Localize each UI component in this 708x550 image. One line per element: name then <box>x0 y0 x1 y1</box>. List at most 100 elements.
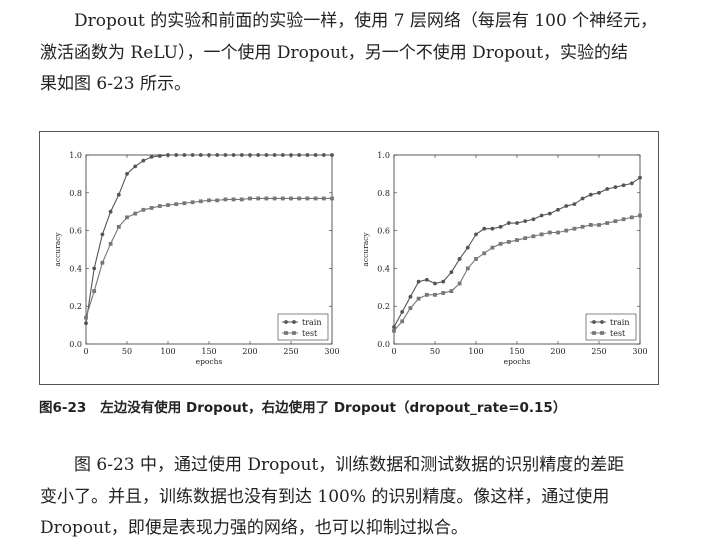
data-point-test <box>564 228 569 233</box>
data-point-train <box>392 325 396 329</box>
x-tick-label: 200 <box>550 347 565 356</box>
x-axis-label: epochs <box>504 357 531 366</box>
data-point-test <box>157 204 162 208</box>
data-point-test <box>207 198 211 203</box>
legend-marker-train <box>600 320 604 324</box>
data-point-train <box>264 153 269 157</box>
data-point-train <box>441 279 446 284</box>
data-point-train <box>198 153 203 157</box>
data-point-train <box>190 153 195 157</box>
y-tick-label: 0.6 <box>69 227 82 236</box>
data-point-test <box>84 315 88 320</box>
data-point-test <box>392 328 396 333</box>
x-tick-label: 200 <box>242 347 257 356</box>
data-point-train <box>621 183 626 188</box>
data-point-test <box>580 224 585 229</box>
data-point-train <box>223 153 228 157</box>
data-point-train <box>564 204 569 208</box>
data-point-test <box>305 196 310 201</box>
data-point-train <box>108 209 113 214</box>
data-point-test <box>498 241 503 246</box>
data-point-test <box>424 292 429 297</box>
x-tick-label: 150 <box>509 347 524 356</box>
data-point-train <box>474 232 478 237</box>
y-tick-label: 0.8 <box>69 189 82 198</box>
data-point-test <box>100 260 105 265</box>
legend-marker-test <box>284 331 288 335</box>
y-axis-label: accuracy <box>361 232 370 267</box>
data-point-test <box>531 234 536 239</box>
y-tick-label: 0.0 <box>69 340 82 349</box>
data-point-train <box>84 321 88 326</box>
legend-marker-train <box>292 320 296 324</box>
data-point-train <box>597 190 601 195</box>
data-point-test <box>433 292 437 297</box>
data-point-test <box>223 197 228 202</box>
data-point-train <box>539 213 544 218</box>
series-line-train <box>85 154 332 324</box>
chart-without-dropout: 0 50 100 150 200 250 300 0.0 0.2 0.4 0.6 0.8 1.0 epoc… <box>53 151 340 366</box>
data-point-test <box>272 196 277 201</box>
data-point-test <box>621 217 626 222</box>
x-axis-label: epochs <box>196 357 223 366</box>
data-point-train <box>482 226 487 231</box>
data-point-test <box>174 202 179 207</box>
data-point-test <box>108 241 113 246</box>
x-tick-label: 50 <box>122 347 132 356</box>
data-point-test <box>231 197 236 202</box>
data-point-train <box>182 153 187 157</box>
data-point-train <box>498 224 503 229</box>
data-point-test <box>572 226 577 231</box>
data-point-test <box>547 230 552 235</box>
data-point-train <box>556 207 560 212</box>
figure-caption-text: 左边没有使用 Dropout，右边使用了 Dropout（dropout_rat… <box>100 400 567 416</box>
data-point-train <box>166 153 170 157</box>
data-point-train <box>572 202 577 207</box>
data-point-test <box>256 196 261 201</box>
data-point-train <box>531 217 536 222</box>
data-point-test <box>313 196 318 201</box>
data-point-train <box>523 219 528 224</box>
data-point-test <box>116 224 121 229</box>
data-point-train <box>465 245 470 250</box>
data-point-test <box>506 240 511 244</box>
legend-marker-train <box>284 320 288 324</box>
data-point-test <box>613 219 618 224</box>
y-tick-label: 0.4 <box>377 264 390 273</box>
data-point-train <box>416 279 421 284</box>
legend-marker-train <box>592 320 596 324</box>
data-point-train <box>256 153 261 157</box>
legend-label-test: test <box>610 329 626 338</box>
data-point-train <box>280 153 285 157</box>
paragraph-line: Dropout，即便是表现力强的网络，也可以抑制过拟合。 <box>40 518 468 538</box>
data-point-test <box>605 221 610 225</box>
data-point-test <box>215 198 220 203</box>
data-point-train <box>424 277 429 282</box>
data-point-train <box>613 185 618 190</box>
data-point-train <box>629 181 634 186</box>
legend-marker-test <box>600 331 604 335</box>
x-tick-label: 50 <box>430 347 440 356</box>
data-point-test <box>556 230 560 235</box>
legend-box <box>277 313 329 341</box>
data-point-train <box>515 221 519 225</box>
data-point-train <box>133 164 138 169</box>
data-point-test <box>289 196 293 201</box>
data-point-train <box>547 211 552 216</box>
data-point-train <box>149 154 154 159</box>
data-point-test <box>297 196 302 201</box>
data-point-train <box>580 196 585 201</box>
data-point-test <box>408 306 413 310</box>
y-tick-label: 0.2 <box>377 302 390 311</box>
intro-paragraph: Dropout 的实验和前面的实验一样，使用 7 层网络（每层有 100 个神经… <box>40 6 670 101</box>
data-point-train <box>433 281 437 286</box>
conclusion-paragraph: 图 6-23 中，通过使用 Dropout，训练数据和测试数据的识别精度的差距 … <box>40 450 670 545</box>
data-point-test <box>248 196 252 201</box>
y-tick-label: 0.2 <box>69 302 82 311</box>
paragraph-line: 图 6-23 中，通过使用 Dropout，训练数据和测试数据的识别精度的差距 <box>74 455 625 475</box>
legend-label-test: test <box>302 329 318 338</box>
data-point-train <box>330 153 334 157</box>
paragraph-line: 果如图 6-23 所示。 <box>40 74 191 94</box>
data-point-test <box>449 289 454 293</box>
data-point-train <box>157 154 162 158</box>
